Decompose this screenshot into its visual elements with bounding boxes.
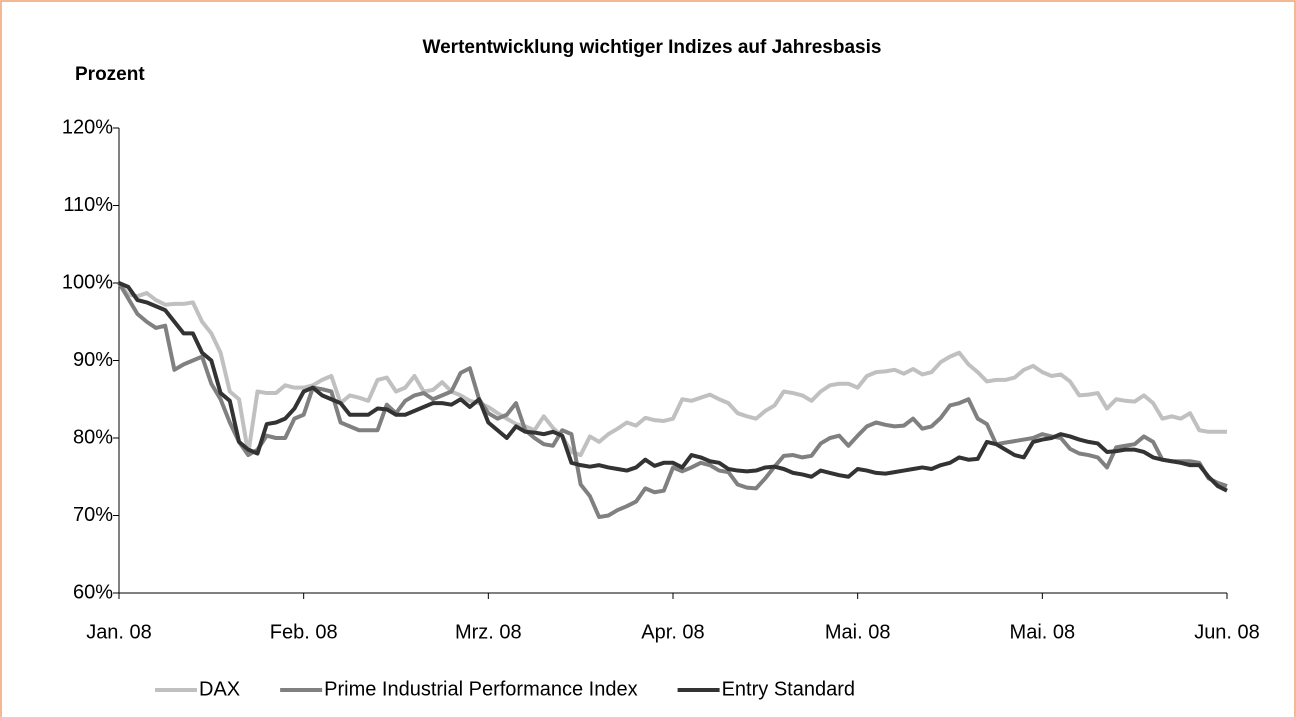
x-tick-label: Jan. 08 (86, 621, 152, 643)
x-tick-label: Mrz. 08 (455, 621, 522, 643)
x-tick-label: Feb. 08 (270, 621, 338, 643)
y-axis-title: Prozent (75, 64, 145, 85)
y-tick-label: 120% (62, 116, 113, 138)
y-tick-label: 60% (73, 581, 113, 603)
x-tick-label: Mai. 08 (825, 621, 891, 643)
x-tick-label: Mai. 08 (1010, 621, 1076, 643)
chart-title: Wertentwicklung wichtiger Indizes auf Ja… (423, 37, 882, 58)
y-tick-label: 90% (73, 349, 113, 371)
x-tick-label: Apr. 08 (641, 621, 704, 643)
series-line (118, 281, 1228, 493)
x-tick-label: Jun. 08 (1194, 621, 1260, 643)
legend-label: Entry Standard (722, 678, 855, 700)
y-tick-label: 100% (62, 271, 113, 293)
y-tick-label: 80% (73, 426, 113, 448)
series-line (117, 281, 1227, 458)
series-line (117, 281, 1228, 520)
y-tick-label: 70% (73, 504, 113, 526)
y-tick-label: 110% (63, 194, 113, 216)
legend-label: DAX (199, 678, 240, 700)
legend-label: Prime Industrial Performance Index (324, 678, 637, 700)
